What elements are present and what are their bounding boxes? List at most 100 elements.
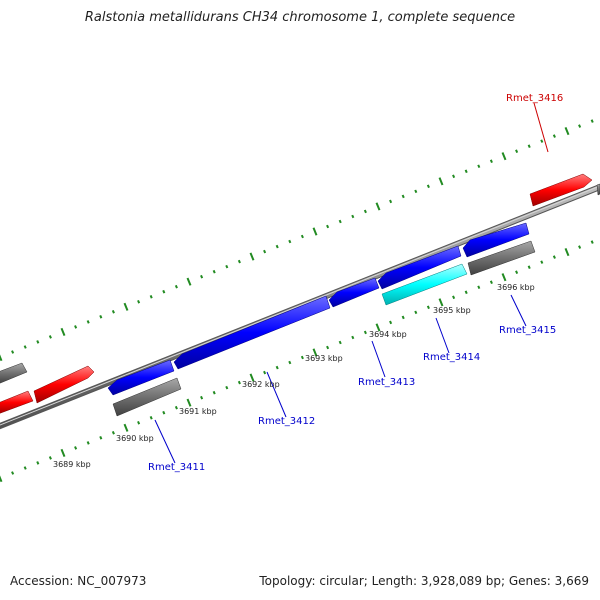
inner-tick-mark [237,380,241,385]
inner-tick-mark [123,423,129,432]
gene-label-rmet-3415[interactable]: Rmet_3415 [499,325,556,336]
gene-label-rmet-3411[interactable]: Rmet_3411 [148,462,205,473]
inner-tick-mark [515,270,519,274]
inner-tick-track [0,240,594,483]
kbp-label: 3690 kbp [116,434,154,443]
map-title: Ralstonia metallidurans CH34 chromosome … [84,10,516,25]
inner-tick-mark [11,471,15,475]
outer-tick-mark [375,202,381,211]
outer-tick-mark [564,127,570,136]
gene-arrow-pseudo-rmet-3411[interactable] [112,377,182,417]
outer-tick-mark [501,152,507,161]
gene-label-rmet-3412[interactable]: Rmet_3412 [258,416,315,427]
outer-tick-mark [237,259,241,264]
outer-tick-mark [312,227,318,236]
gene-arrow-reverse-rmet-3412-a[interactable] [107,359,175,396]
outer-tick-mark [111,310,115,314]
accession-label: Accession: NC_007973 [10,574,147,588]
callout-line-rmet-3416 [533,102,549,153]
gene-arrow-forward-rmet-3416[interactable] [529,173,593,207]
inner-tick-mark [200,395,204,400]
gene-arrow-forward[interactable] [33,365,95,404]
outer-tick-mark [263,249,267,254]
gene-arrow-rna-rmet-3414[interactable] [381,263,468,306]
outer-tick-mark [363,209,367,214]
outer-tick-mark [477,164,481,169]
inner-feature-track [112,240,536,417]
inner-tick-mark [48,456,52,460]
outer-tick-mark [249,252,255,261]
inner-tick-mark [564,248,570,257]
outer-tick-mark [99,315,103,319]
gene-label-rmet-3413[interactable]: Rmet_3413 [358,377,415,388]
kbp-labels: 3689 kbp 3690 kbp 3691 kbp 3692 kbp 3693… [53,283,535,469]
outer-tick-mark [74,325,78,329]
outer-tick-mark [401,194,405,199]
inner-tick-mark [300,355,304,360]
inner-tick-mark [212,390,216,395]
gene-arrow-pseudo-rmet-3415[interactable] [467,240,536,276]
inner-tick-mark [74,446,78,450]
outer-tick-mark [137,300,141,304]
inner-tick-mark [477,285,481,290]
outer-tick-mark [200,274,204,279]
outer-tick-mark [0,354,3,362]
outer-tick-mark [590,119,594,123]
reverse-genes [107,222,530,396]
outer-tick-mark [351,214,355,219]
inner-tick-mark [527,265,531,269]
inner-tick-mark [438,298,444,307]
outer-tick-mark [275,244,279,249]
outer-tick-mark [426,184,430,189]
outer-tick-mark [578,124,582,128]
callout-line-rmet-3415 [510,294,527,327]
gene-label-rmet-3416[interactable]: Rmet_3416 [506,93,563,104]
gene-arrow-reverse-rmet-3414[interactable] [377,245,462,290]
outer-tick-mark [338,219,342,224]
outer-tick-mark [162,289,166,294]
gene-arrow-forward[interactable] [0,362,28,384]
gene-arrow-forward[interactable] [0,390,34,414]
outer-tick-mark [149,295,153,299]
outer-tick-mark [389,199,393,204]
topology-label: Topology: circular; Length: 3,928,089 bp… [259,574,589,588]
inner-tick-mark [60,448,66,457]
kbp-label: 3696 kbp [497,283,535,292]
inner-tick-mark [489,280,493,284]
inner-tick-mark [401,315,405,320]
chromosome-backbone [0,183,600,430]
inner-tick-mark [249,373,255,382]
callout-line-rmet-3412 [266,371,287,418]
inner-tick-mark [363,330,367,335]
gene-arrow-reverse-rmet-3412[interactable] [173,295,331,370]
gene-arrow-reverse-rmet-3413[interactable] [328,277,380,308]
outer-tick-mark [288,239,292,244]
kbp-label: 3693 kbp [305,354,343,363]
outer-tick-mark [552,134,556,138]
inner-tick-mark [162,410,166,415]
gene-label-rmet-3414[interactable]: Rmet_3414 [423,352,480,363]
outer-tick-mark [540,139,544,143]
inner-tick-mark [389,320,393,325]
outer-tick-mark [225,264,229,269]
outer-tick-mark [48,335,52,339]
inner-tick-mark [464,290,468,295]
forward-genes [0,173,600,414]
inner-tick-mark [225,385,229,390]
inner-tick-mark [351,335,355,340]
inner-tick-mark [414,310,418,315]
outer-tick-mark [414,189,418,194]
inner-tick-mark [288,360,292,365]
gene-arrow-forward[interactable] [596,183,600,196]
inner-tick-mark [86,441,90,445]
outer-tick-mark [326,224,330,229]
outer-tick-mark [527,144,531,148]
outer-tick-mark [438,177,444,186]
inner-tick-mark [375,323,381,332]
outer-tick-mark [300,234,304,239]
inner-tick-mark [99,436,103,440]
gene-arrow-reverse-rmet-3415[interactable] [462,222,530,258]
outer-tick-mark [174,284,178,289]
